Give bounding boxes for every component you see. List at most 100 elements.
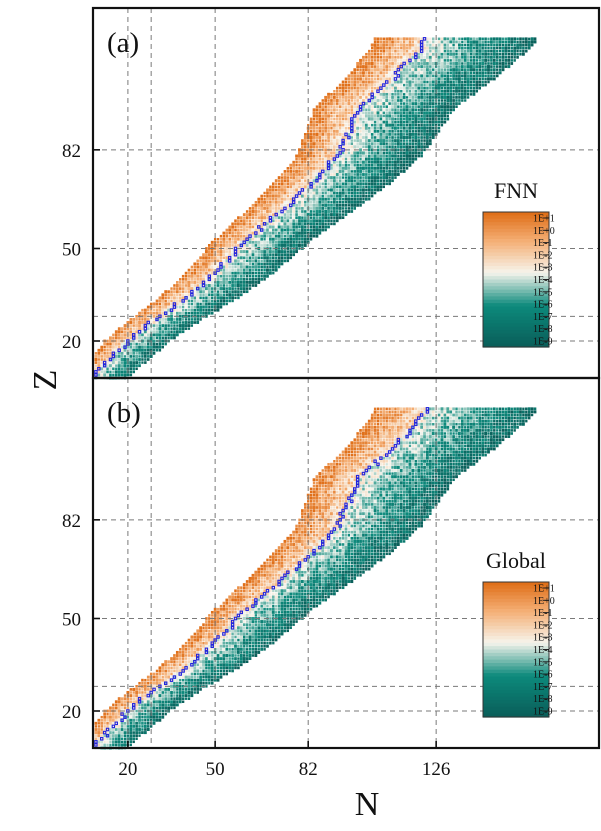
- nuclide-cell: [321, 191, 324, 195]
- nuclide-cell: [324, 194, 327, 198]
- nuclide-cell: [228, 265, 231, 269]
- nuclide-cell: [170, 666, 173, 670]
- nuclide-cell: [350, 176, 354, 180]
- nuclide-cell: [399, 86, 403, 90]
- nuclide-cell: [437, 114, 441, 118]
- nuclide-cell: [109, 712, 112, 716]
- nuclide-cell: [176, 318, 179, 321]
- nuclide-cell: [359, 86, 362, 90]
- nuclide-cell: [141, 728, 144, 731]
- nuclide-cell: [187, 663, 191, 667]
- nuclide-cell: [414, 148, 418, 152]
- nuclide-cell: [440, 71, 444, 75]
- nuclide-cell: [196, 678, 199, 682]
- nuclide-cell: [175, 302, 179, 306]
- nuclide-cell: [210, 669, 214, 673]
- nuclide-cell: [359, 74, 362, 78]
- nuclide-cell: [420, 83, 423, 87]
- nuclide-cell: [344, 151, 348, 155]
- nuclide-cell: [469, 37, 473, 41]
- nuclide-cell: [405, 55, 409, 59]
- nuclide-cell: [312, 228, 316, 232]
- nuclide-cell: [405, 117, 409, 121]
- nuclide-cell: [411, 123, 415, 127]
- nuclide-cell: [370, 96, 374, 99]
- nuclide-cell: [391, 132, 394, 136]
- nuclide-cell: [257, 216, 261, 219]
- nuclide-cell: [245, 281, 249, 284]
- nuclide-cell: [196, 293, 200, 297]
- nuclide-cell: [280, 219, 284, 223]
- nuclide-cell: [149, 691, 153, 694]
- nuclide-cell: [129, 740, 133, 744]
- nuclide-cell: [202, 660, 205, 664]
- nuclide-cell: [298, 197, 301, 201]
- nuclide-cell: [455, 80, 458, 84]
- nuclide-cell: [388, 129, 391, 133]
- nuclide-cell: [370, 61, 374, 66]
- nuclide-cell: [100, 737, 103, 741]
- nuclide-cell: [443, 49, 447, 53]
- nuclide-cell: [362, 176, 365, 179]
- nuclide-cell: [231, 284, 234, 287]
- nuclide-cell: [379, 96, 383, 99]
- nuclide-cell: [362, 55, 365, 59]
- nuclide-cell: [440, 123, 444, 127]
- nuclide-cell: [397, 83, 400, 87]
- nuclide-cell: [208, 305, 211, 309]
- nuclide-cell: [181, 666, 185, 670]
- nuclide-cell: [338, 83, 342, 87]
- nuclide-cell: [257, 240, 261, 244]
- nuclide-cell: [135, 330, 138, 334]
- nuclide-cell: [338, 188, 342, 192]
- nuclide-cell: [135, 715, 138, 719]
- nuclide-cell: [225, 669, 228, 673]
- nuclide-cell: [458, 83, 461, 87]
- nuclide-cell: [472, 65, 476, 69]
- nuclide-cell: [289, 194, 292, 198]
- nuclide-cell: [382, 89, 386, 93]
- nuclide-cell: [303, 219, 307, 223]
- nuclide-cell: [318, 188, 322, 192]
- nuclide-cell: [330, 151, 333, 155]
- colorbar-segment: [483, 272, 549, 277]
- nuclide-cell: [161, 694, 165, 698]
- nuclide-cell: [411, 136, 415, 139]
- nuclide-cell: [173, 293, 176, 296]
- nuclide-cell: [356, 157, 359, 161]
- nuclide-cell: [202, 283, 205, 288]
- colorbar-segment: [483, 296, 549, 301]
- nuclide-cell: [440, 59, 444, 62]
- nuclide-cell: [466, 65, 470, 69]
- nuclide-cell: [277, 262, 281, 266]
- nuclide-cell: [391, 123, 394, 127]
- nuclide-cell: [225, 660, 228, 663]
- stable-nucleus-marker: [350, 126, 354, 131]
- nuclide-cell: [129, 694, 133, 697]
- nuclide-cell: [123, 370, 127, 374]
- nuclide-cell: [182, 305, 185, 309]
- nuclide-cell: [379, 130, 383, 133]
- nuclide-cell: [170, 327, 173, 330]
- nuclide-cell: [231, 238, 234, 241]
- nuclide-cell: [141, 330, 144, 334]
- nuclide-cell: [393, 105, 397, 109]
- nuclide-cell: [144, 318, 147, 321]
- nuclide-cell: [495, 52, 499, 56]
- nuclide-cell: [367, 169, 371, 173]
- nuclide-cell: [277, 231, 281, 235]
- nuclide-cell: [187, 669, 191, 673]
- nuclide-cell: [298, 188, 301, 192]
- nuclide-cell: [295, 173, 298, 176]
- nuclide-cell: [225, 231, 229, 235]
- nuclide-cell: [350, 207, 354, 210]
- nuclide-cell: [277, 256, 281, 260]
- nuclide-cell: [376, 145, 380, 148]
- nuclide-cell: [210, 250, 214, 253]
- nuclide-cell: [490, 68, 493, 71]
- nuclide-cell: [272, 256, 275, 260]
- nuclide-cell: [187, 697, 191, 700]
- nuclide-cell: [97, 354, 101, 358]
- nuclide-cell: [327, 117, 330, 121]
- nuclide-cell: [356, 92, 359, 96]
